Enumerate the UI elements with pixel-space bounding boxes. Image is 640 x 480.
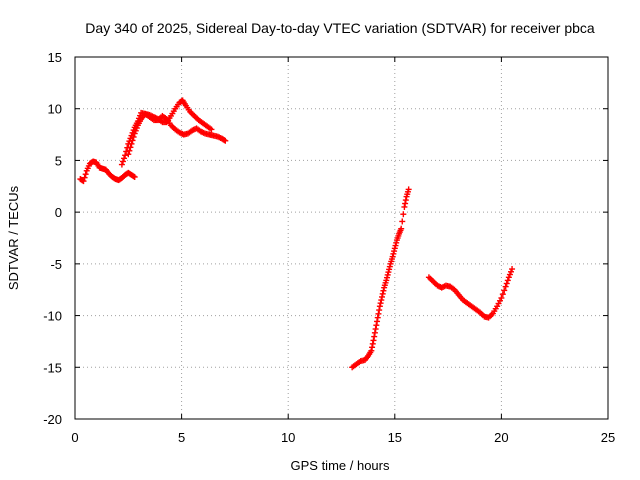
- series-pass-5: [425, 266, 516, 321]
- data-point: [390, 250, 397, 257]
- data-point: [391, 248, 398, 255]
- data-point: [505, 274, 512, 281]
- y-tick-label: 10: [48, 102, 62, 117]
- data-point: [82, 171, 89, 178]
- data-point: [372, 326, 379, 333]
- tick-labels: 0 5 10 15 20 25 15 10 5 0 -5 -10 -15 -20: [43, 50, 615, 445]
- data-point: [498, 294, 505, 301]
- data-point: [401, 203, 408, 210]
- data-point: [379, 290, 386, 297]
- data-point: [376, 307, 383, 314]
- data-point: [398, 225, 405, 232]
- data-point: [378, 297, 385, 304]
- data-point: [507, 268, 514, 275]
- data-point: [380, 287, 387, 294]
- data-point: [375, 310, 382, 317]
- data-point: [391, 245, 398, 252]
- data-point: [400, 211, 407, 218]
- data-point: [81, 174, 88, 181]
- data-point: [127, 144, 134, 151]
- x-tick-label: 20: [494, 430, 508, 445]
- y-tick-label: 5: [55, 153, 62, 168]
- data-point: [118, 161, 125, 168]
- data-point: [126, 147, 133, 154]
- data-point: [384, 271, 391, 278]
- data-point: [402, 200, 409, 207]
- data-point: [119, 158, 126, 165]
- plot-frame: [74, 56, 609, 420]
- data-point: [374, 314, 381, 321]
- data-point: [208, 126, 215, 133]
- data-point: [368, 347, 375, 354]
- data-point: [125, 151, 132, 158]
- data-point: [501, 287, 508, 294]
- data-point: [499, 291, 506, 298]
- x-tick-label: 15: [388, 430, 402, 445]
- data-point: [369, 344, 376, 351]
- data-point: [371, 329, 378, 336]
- data-point: [379, 293, 386, 300]
- chart-title: Day 340 of 2025, Sidereal Day-to-day VTE…: [85, 20, 595, 36]
- data-point: [80, 178, 87, 185]
- data-point: [503, 280, 510, 287]
- data-point: [402, 197, 409, 204]
- data-point: [130, 133, 137, 140]
- data-point: [371, 333, 378, 340]
- data-point: [131, 173, 138, 180]
- data-point: [131, 130, 138, 137]
- data-point: [389, 253, 396, 260]
- data-point: [121, 155, 128, 162]
- data-points: [77, 97, 516, 371]
- data-point: [506, 271, 513, 278]
- data-point: [377, 300, 384, 307]
- x-tick-label: 25: [601, 430, 615, 445]
- data-point: [370, 337, 377, 344]
- data-point: [393, 239, 400, 246]
- data-point: [222, 137, 229, 144]
- y-tick-label: 0: [55, 205, 62, 220]
- data-point: [392, 242, 399, 249]
- data-point: [374, 318, 381, 325]
- data-point: [383, 274, 390, 281]
- y-axis-label: SDTVAR / TECUs: [6, 185, 21, 290]
- series-pass-4: [349, 186, 412, 371]
- y-tick-label: -5: [50, 257, 62, 272]
- data-point: [376, 303, 383, 310]
- x-axis-label: GPS time / hours: [291, 458, 390, 473]
- data-point: [369, 340, 376, 347]
- data-point: [128, 140, 135, 147]
- y-tick-label: -15: [43, 360, 62, 375]
- data-point: [386, 263, 393, 270]
- data-point: [385, 269, 392, 276]
- data-point: [502, 283, 509, 290]
- data-point: [509, 266, 516, 273]
- data-point: [373, 322, 380, 329]
- data-point: [122, 152, 129, 159]
- x-tick-label: 0: [71, 430, 78, 445]
- x-tick-label: 5: [178, 430, 185, 445]
- data-point: [132, 127, 139, 134]
- series-pass-3: [125, 110, 229, 158]
- data-point: [386, 266, 393, 273]
- data-point: [133, 125, 140, 132]
- data-point: [399, 218, 406, 225]
- y-tick-label: -20: [43, 412, 62, 427]
- x-tick-label: 10: [281, 430, 295, 445]
- data-point: [504, 277, 511, 284]
- y-tick-label: 15: [48, 50, 62, 65]
- data-point: [129, 137, 136, 144]
- axis-ticks: [74, 56, 609, 420]
- data-point: [405, 186, 412, 193]
- data-point: [383, 277, 390, 284]
- y-tick-label: -10: [43, 309, 62, 324]
- grid-lines: [75, 57, 608, 419]
- series-pass-1: [77, 158, 138, 185]
